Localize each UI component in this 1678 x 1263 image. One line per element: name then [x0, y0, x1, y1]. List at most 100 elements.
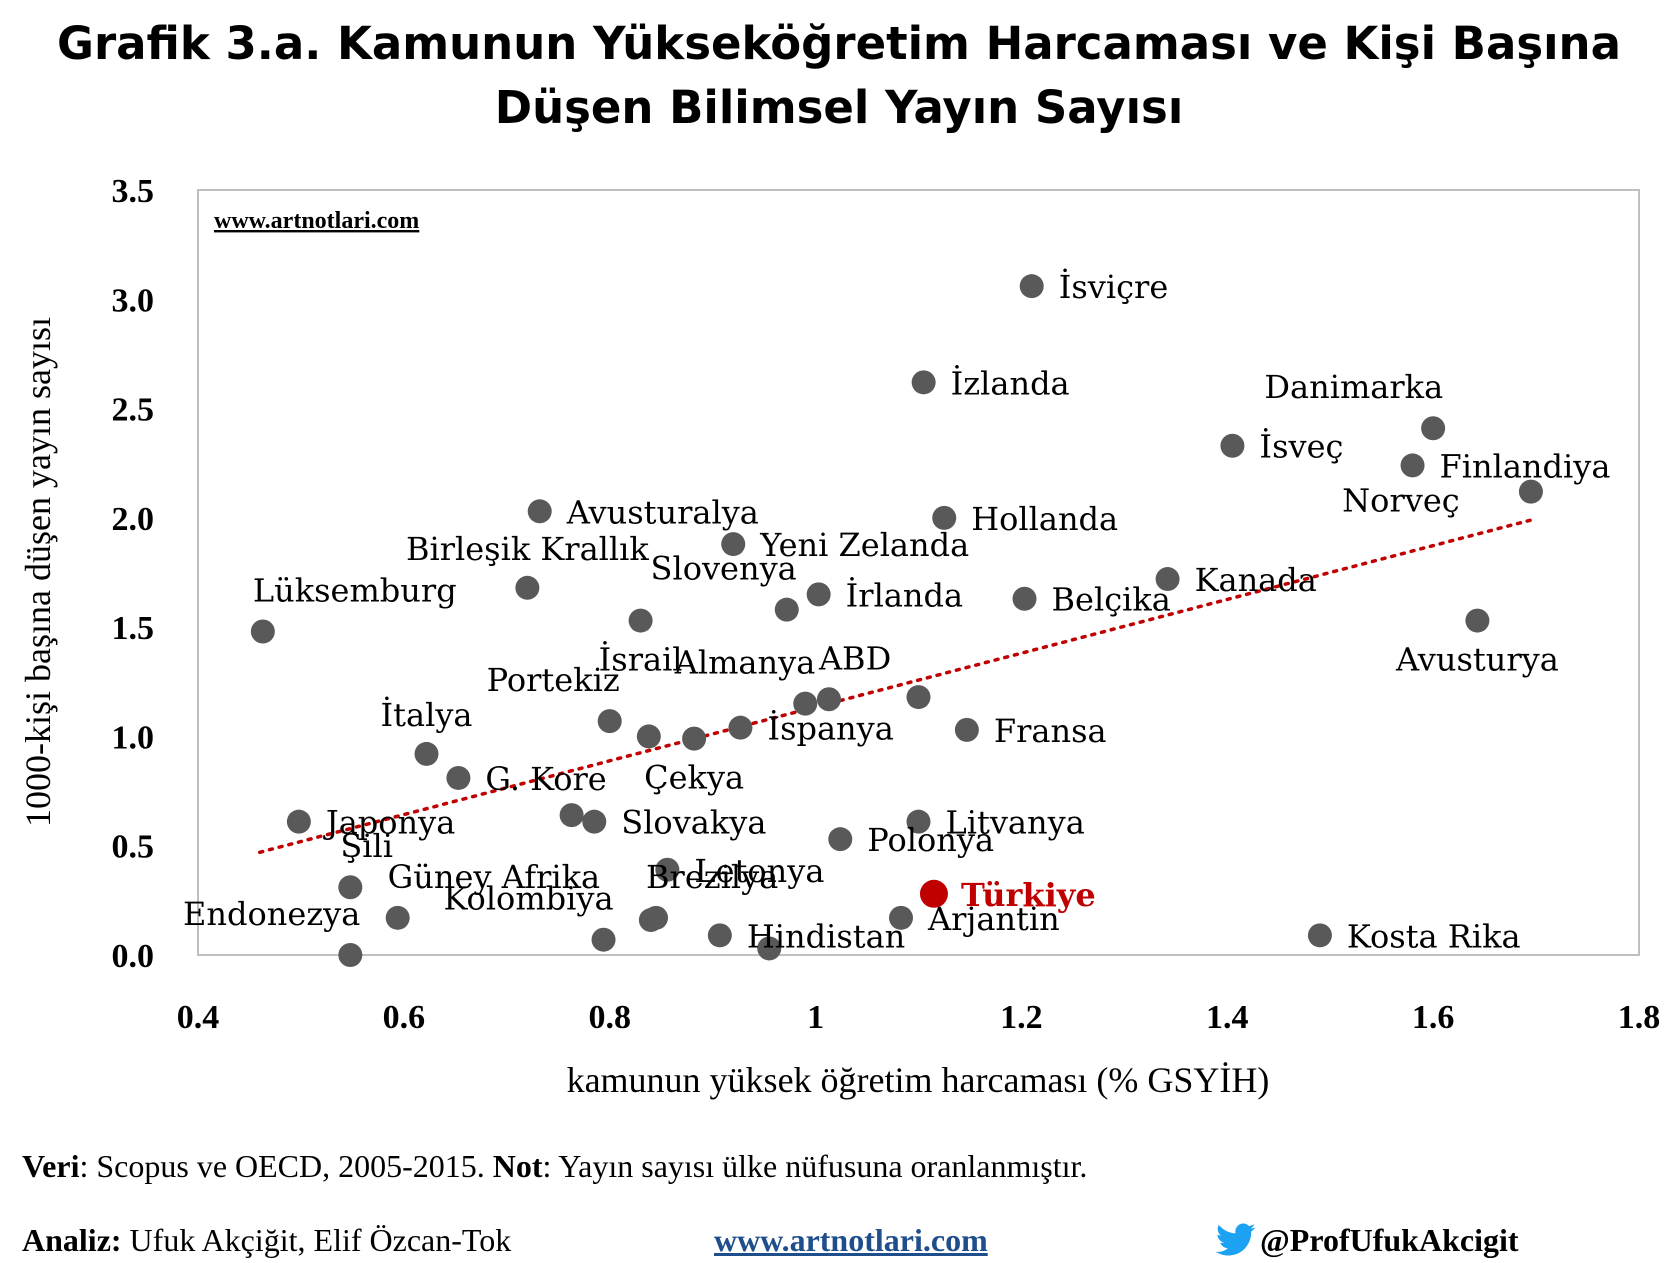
point-label: G. Kore: [485, 760, 606, 798]
data-point: [628, 608, 653, 633]
point-label: İsviçre: [1059, 268, 1169, 306]
footer-not-text: : Yayın sayısı ülke nüfusuna oranlanmışt…: [542, 1148, 1088, 1184]
point-label: Brezilya: [646, 858, 778, 896]
footer-not-label: Not: [492, 1148, 543, 1184]
point-label: Belçika: [1052, 581, 1171, 619]
data-point: [250, 619, 275, 644]
data-point: [889, 905, 914, 930]
chart-title-line2: Düşen Bilimsel Yayın Sayısı: [494, 81, 1184, 134]
point-label: Slovakya: [621, 804, 766, 842]
point-label: Türkiye: [961, 876, 1096, 914]
scatter-chart: www.artnotlari.com 0.0 0.5 1.0 1.5 2.0 2.5 3.0…: [18, 173, 1661, 1100]
data-point: [655, 857, 680, 882]
twitter-bird-icon: [1216, 1223, 1256, 1256]
data-point: [527, 499, 552, 524]
data-point: [932, 505, 957, 530]
trend-line: [258, 518, 1533, 855]
footer-website-link[interactable]: www.artnotlari.com: [714, 1222, 988, 1258]
data-point: [597, 709, 622, 734]
point-label: Lüksemburg: [253, 572, 457, 610]
point-label: Litvanya: [946, 804, 1085, 842]
footer-analysis: Analiz: Ufuk Akçiğit, Elif Özcan-Tok: [22, 1222, 511, 1259]
point-label: Arjantin: [927, 900, 1060, 938]
data-point: [559, 803, 584, 828]
y-tick-label: 1.0: [112, 719, 155, 756]
data-labels: İsviçre İzlanda Danimarka İsveç FinlandiyaNo…: [183, 268, 1610, 955]
data-point: [757, 936, 782, 961]
footer-source: Veri: Scopus ve OECD, 2005-2015. Not: Ya…: [22, 1148, 1087, 1185]
y-axis-ticks: 0.0 0.5 1.0 1.5 2.0 2.5 3.0 3.5: [112, 173, 155, 975]
y-tick-label: 1.5: [112, 610, 155, 647]
point-label: İtalya: [381, 696, 473, 734]
data-point: [806, 582, 831, 607]
y-tick-label: 3.5: [112, 173, 155, 210]
point-label: Polonya: [867, 821, 994, 859]
data-point: [385, 905, 410, 930]
point-label: Japonya: [323, 804, 455, 842]
data-points: [250, 274, 1543, 967]
x-tick-label: 1: [807, 999, 824, 1036]
point-label: Çekya: [644, 759, 744, 797]
data-point: [828, 827, 853, 852]
data-point: [906, 685, 931, 710]
data-point: [638, 908, 663, 933]
data-point: [919, 879, 948, 908]
point-label: Portekiz: [487, 661, 620, 699]
y-tick-label: 0.0: [112, 938, 155, 975]
x-tick-label: 1.8: [1618, 999, 1661, 1036]
y-tick-label: 0.5: [112, 829, 155, 866]
data-point: [721, 532, 746, 557]
data-point: [774, 597, 799, 622]
x-tick-label: 1.4: [1206, 999, 1249, 1036]
data-point: [682, 726, 707, 751]
point-label: Kanada: [1195, 561, 1317, 599]
data-point: [414, 741, 439, 766]
plot-area-border: [197, 189, 1640, 956]
point-label: Norveç: [1342, 482, 1460, 520]
footer-twitter[interactable]: @ProfUfukAkcigit: [1216, 1222, 1519, 1259]
data-point: [816, 687, 841, 712]
data-point: [1012, 586, 1037, 611]
x-tick-label: 0.6: [383, 999, 426, 1036]
data-point: [582, 809, 607, 834]
point-label: Almanya: [674, 644, 816, 682]
point-label: Avusturalya: [566, 493, 759, 531]
point-label: İsrail: [599, 641, 683, 679]
x-tick-label: 1.2: [1000, 999, 1043, 1036]
point-label: Hindistan: [747, 917, 905, 955]
data-point: [707, 923, 732, 948]
point-label: Kolombiya: [444, 880, 614, 918]
y-tick-label: 2.5: [112, 392, 155, 429]
point-label: Avusturya: [1395, 641, 1559, 679]
data-point: [793, 691, 818, 716]
point-label: ABD: [818, 639, 891, 677]
point-label: İzlanda: [951, 364, 1070, 402]
chart-title-line1: Grafik 3.a. Kamunun Yükseköğretim Harcam…: [57, 17, 1621, 70]
point-label: Güney Afrika: [388, 858, 600, 896]
data-point: [728, 715, 753, 740]
x-axis-label: kamunun yüksek öğretim harcaması (% GSYİ…: [567, 1060, 1270, 1100]
point-label: Yeni Zelanda: [759, 526, 969, 564]
point-label: Letonya: [694, 852, 824, 890]
point-label: Slovenya: [651, 550, 797, 588]
point-label: Danimarka: [1264, 368, 1443, 406]
data-point: [591, 927, 616, 952]
footer-analiz-label: Analiz:: [22, 1222, 122, 1258]
y-tick-label: 3.0: [112, 282, 155, 319]
point-label: Finlandiya: [1440, 447, 1611, 485]
y-axis-label: 1000-kişi başına düşen yayın sayısı: [18, 317, 58, 827]
data-point: [1421, 416, 1446, 441]
chart-title: Grafik 3.a. Kamunun Yükseköğretim Harcam…: [0, 12, 1678, 140]
data-point: [911, 370, 936, 395]
data-point: [1307, 923, 1332, 948]
point-label: Fransa: [994, 712, 1107, 750]
point-label: Endonezya: [183, 895, 360, 933]
data-point: [1019, 274, 1044, 299]
data-point: [636, 724, 661, 749]
point-label: Şili: [340, 827, 393, 865]
data-point: [515, 575, 540, 600]
data-point: [1400, 453, 1425, 478]
point-label: Birleşik Krallık: [406, 530, 649, 568]
data-point: [338, 875, 363, 900]
footer-veri-text: : Scopus ve OECD, 2005-2015.: [79, 1148, 493, 1184]
